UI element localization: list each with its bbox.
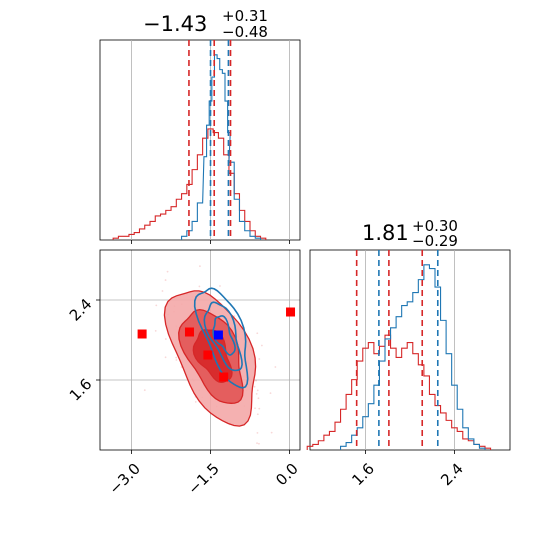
sample-point <box>256 431 259 434</box>
sample-point <box>258 407 261 410</box>
sample-point <box>160 247 162 249</box>
sample-point <box>164 338 167 340</box>
sample-point <box>274 366 277 368</box>
sample-point <box>311 415 313 417</box>
sample-point <box>256 389 259 392</box>
red-square-marker <box>137 329 147 339</box>
hist-param2-frame <box>309 249 511 451</box>
sample-point <box>175 359 178 361</box>
sample-point <box>199 265 201 268</box>
blue-contours <box>193 287 249 389</box>
sample-point <box>161 290 164 292</box>
blue-contour-level-2 <box>203 301 243 372</box>
sample-point <box>143 389 146 392</box>
sample-point <box>164 279 167 281</box>
blue-contour-level-1 <box>193 287 249 389</box>
sample-point <box>258 358 261 360</box>
sample-point <box>253 385 256 388</box>
blue-contour-level-3 <box>212 315 236 356</box>
blue-histogram-series <box>181 54 262 240</box>
sample-point <box>257 397 260 400</box>
hist-param1-series <box>112 54 267 240</box>
sample-point <box>198 285 201 288</box>
sample-point <box>219 285 221 287</box>
sample-point <box>175 356 178 359</box>
sample-point <box>258 442 260 445</box>
x-tick-label: 2.4 <box>437 460 467 490</box>
hist-param1-quantile-lines <box>188 40 232 240</box>
x-tick-label: 0.0 <box>272 460 302 490</box>
hist-param2-quantile-lines <box>355 250 439 450</box>
sample-point <box>233 315 236 318</box>
red-square-marker <box>203 350 213 360</box>
red-histogram-series <box>112 128 267 240</box>
sample-point <box>255 392 258 395</box>
hist-param2-series <box>306 264 492 450</box>
sample-point <box>164 356 167 359</box>
hist-param2-title-value: 1.81 <box>362 221 409 245</box>
sample-point <box>270 431 273 434</box>
red-square-marker <box>286 307 296 317</box>
sample-point <box>255 379 257 382</box>
blue-histogram-series <box>340 264 486 450</box>
hist-param2-ticks: 1.6 2.4 <box>348 450 467 490</box>
hist-param1-ticks <box>131 240 290 244</box>
blue-square-marker <box>213 330 223 340</box>
sample-point <box>154 330 157 332</box>
hist-param1-title-value: −1.43 <box>143 12 207 36</box>
hist-param1-title-plus: +0.31 <box>222 7 268 25</box>
red-square-marker <box>184 327 194 337</box>
hist-param2-title-minus: −0.29 <box>412 232 458 250</box>
scatter-frame <box>99 249 301 451</box>
sample-point <box>256 442 258 445</box>
hist-param1-frame <box>99 39 301 241</box>
red-histogram-series <box>306 334 492 450</box>
hist-param2-panel: 1.6 2.4 1.81 +0.30 −0.29 <box>306 217 511 490</box>
sample-point <box>260 344 263 347</box>
sample-point <box>254 407 256 410</box>
sample-point <box>269 392 272 395</box>
scatter-panel: −3.0 −1.5 0.0 1.6 2.4 <box>66 247 313 498</box>
x-tick-label: −3.0 <box>105 460 143 498</box>
sample-point <box>194 400 197 403</box>
hist-param1-panel: −1.43 +0.31 −0.48 <box>99 7 301 244</box>
hist-param1-title-minus: −0.48 <box>222 23 268 41</box>
y-tick-label: 1.6 <box>66 375 96 405</box>
sample-point <box>155 304 158 307</box>
x-tick-label: −1.5 <box>184 460 222 498</box>
sample-point <box>166 270 169 273</box>
hist-param2-title-plus: +0.30 <box>412 217 458 235</box>
scatter-markers <box>137 307 296 382</box>
y-tick-label: 2.4 <box>66 295 96 325</box>
sample-point <box>256 332 259 335</box>
red-square-marker <box>219 372 229 382</box>
sample-point <box>256 413 259 416</box>
x-tick-label: 1.6 <box>348 460 378 490</box>
